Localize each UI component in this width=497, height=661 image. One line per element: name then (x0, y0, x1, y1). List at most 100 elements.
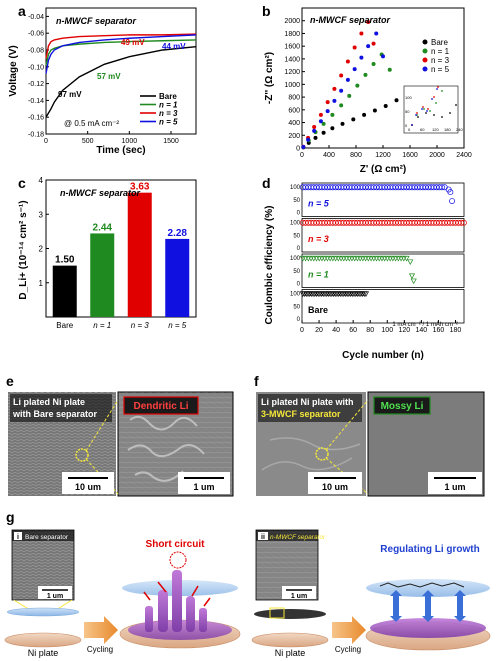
bar-label-c: 1.50 (55, 255, 75, 266)
panel-b: b 0 400 800 1200 1600 2000 2400020040060080010… (262, 3, 472, 175)
bar-c (127, 192, 152, 317)
point-b (340, 121, 345, 126)
point-d (403, 255, 410, 262)
point-b (313, 135, 318, 140)
scale-g-ii: 1 um (291, 593, 307, 600)
series-line-3 (45, 34, 197, 74)
inset-point (417, 116, 419, 118)
inset-xtick: 60 (420, 127, 425, 132)
point-b (301, 145, 306, 150)
ytick-a: -0.08 (28, 48, 44, 55)
category-label-c: n = 1 (93, 321, 111, 330)
ytick-c: 1 (39, 279, 44, 288)
title-c: n-MWCF separator (60, 188, 141, 198)
ytick-d: 0 (297, 246, 301, 252)
rows-d: 0 50 100 n = 5 0 50 100 n = 3 0 50 100 n = 1 0 50 100 B… (290, 182, 467, 334)
inset-point (427, 108, 429, 110)
ytick-d: 50 (293, 269, 300, 275)
xtick-a: 1500 (163, 138, 179, 145)
inset-point (441, 90, 443, 92)
point-d (458, 219, 465, 226)
regulation-arrows (390, 590, 466, 622)
series-line-0 (45, 45, 197, 118)
ytick-d: 0 (297, 282, 301, 288)
row-label-d: n = 5 (308, 199, 330, 209)
point-b (371, 41, 376, 46)
point-b (325, 100, 330, 105)
label-f-left-1: Li plated Ni plate with (261, 397, 354, 407)
panel-letter-b: b (262, 3, 271, 19)
xtick-d: 100 (381, 327, 393, 334)
ytick-d: 100 (290, 256, 301, 262)
point-d (362, 291, 370, 297)
inset-point (441, 116, 443, 118)
short-circuit-label: Short circuit (146, 539, 206, 550)
panel-letter-c: c (18, 175, 26, 191)
point-d (439, 184, 445, 191)
inset-point (433, 96, 435, 98)
category-label-c: Bare (56, 321, 73, 330)
title-b: n-MWCF separator (310, 15, 391, 25)
row-frame-d (301, 289, 465, 324)
point-b (330, 112, 335, 117)
ylabel-c: D_Li+ (10⁻¹⁴ cm² s⁻¹) (18, 200, 29, 299)
point-b (318, 119, 323, 124)
annot-57: 57 mV (97, 72, 121, 81)
series-points-b (301, 20, 419, 150)
point-b (352, 45, 357, 50)
point-b (325, 109, 330, 114)
xlabel-d: Cycle number (n) (342, 350, 424, 361)
xtick-b: 1600 (402, 152, 418, 159)
row-label-d: n = 1 (308, 270, 329, 280)
axis-ticks-c: 1 2 3 4 (39, 176, 49, 288)
series-lines-a (45, 33, 197, 118)
point-b (366, 20, 371, 24)
point-b (352, 67, 357, 72)
legend-marker-b (422, 66, 428, 72)
regulating-label: Regulating Li growth (380, 544, 479, 555)
condition-d: 1 mA cm⁻² / 1 mAh cm⁻² (392, 322, 458, 328)
ytick-a: -0.16 (28, 115, 44, 122)
legend-label-a: n = 5 (159, 118, 178, 127)
bar-c (90, 233, 115, 317)
panel-d: d 0 50 100 n = 5 0 50 100 n = 3 0 50 100 n = 1 0 50 10… (262, 175, 467, 361)
row-frame-d (301, 218, 465, 253)
title-a: n-MWCF separator (56, 16, 137, 26)
category-label-c: n = 5 (168, 321, 187, 330)
inset-xtick: 180 (444, 127, 451, 132)
point-b (339, 88, 344, 93)
ytick-a: -0.18 (28, 132, 44, 139)
point-b (381, 54, 385, 59)
axis-ticks-a: 0 500 1000 1500 -0.04 -0.06 -0.08 -0.10 -0.12 -0.… (28, 14, 179, 145)
scale-e-right: 1 um (193, 482, 214, 492)
legend-marker-b (422, 57, 428, 63)
point-b (306, 137, 311, 142)
inset-point (416, 112, 418, 114)
mwcf-separator-disk (254, 609, 326, 619)
bar-label-c: 2.44 (93, 222, 113, 233)
xtick-d: 80 (366, 327, 374, 334)
point-b (366, 44, 371, 49)
panel-letter-e: e (6, 373, 14, 389)
point-b (330, 126, 335, 131)
ytick-d: 50 (293, 198, 300, 204)
ytick-c: 2 (39, 245, 44, 254)
point-b (332, 98, 337, 103)
label-bare-separator: Bare separator (25, 534, 69, 541)
inset-point (455, 104, 457, 106)
xtick-b: 1200 (375, 152, 391, 159)
series-line-1 (45, 39, 197, 66)
inset-ytick: 50 (405, 109, 410, 114)
xtick-b: 0 (300, 152, 304, 159)
inset-point (421, 108, 423, 110)
ytick-a: -0.14 (28, 98, 44, 105)
point-b (339, 73, 344, 78)
xtick-b: 400 (323, 152, 335, 159)
legend-label-b: n = 3 (431, 56, 450, 65)
cycling-label-left: Cycling (87, 645, 113, 654)
ni-plate-right (251, 632, 329, 648)
inset-point (422, 106, 424, 108)
annot-44: 44 mV (162, 42, 186, 51)
